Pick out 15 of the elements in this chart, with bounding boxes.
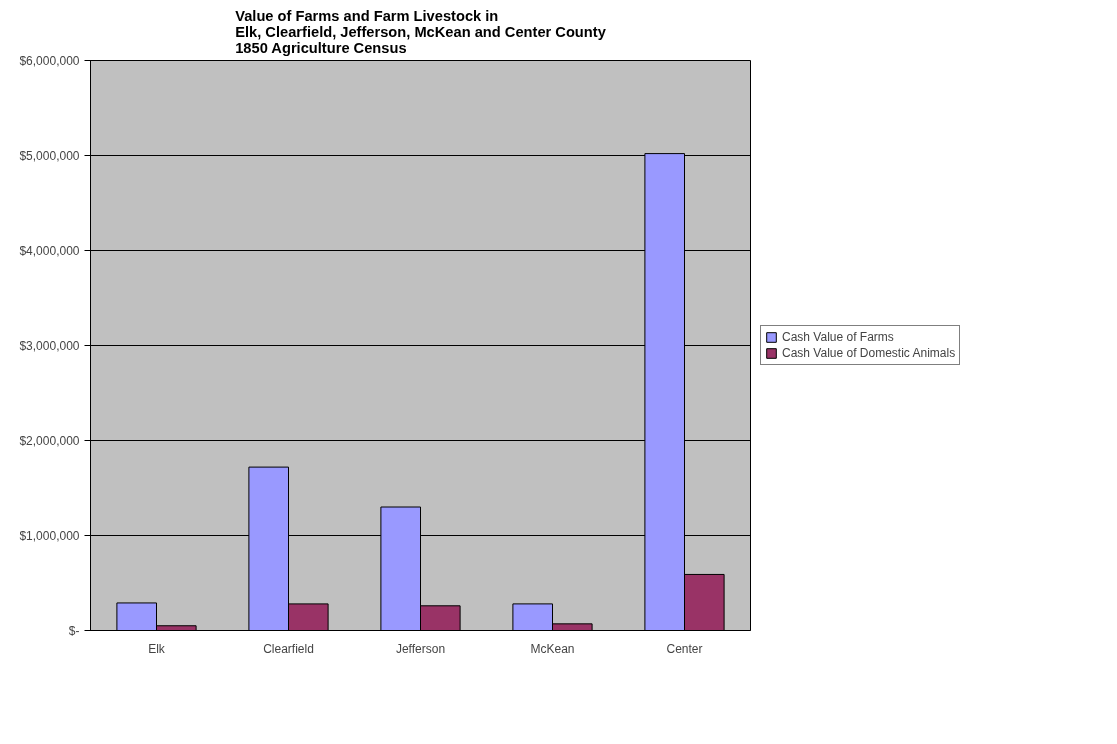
y-tick-label: $5,000,000 <box>19 148 80 163</box>
y-tick-label: $1,000,000 <box>19 528 80 543</box>
chart-title: Value of Farms and Farm Livestock in Elk, Clearfield, Jefferson, McKean and Center County 1850 Agriculture Census <box>235 7 607 56</box>
x-tick-label: McKean <box>530 641 575 656</box>
legend-label: Cash Value of Farms <box>782 330 894 344</box>
y-tick-label: $- <box>68 623 80 638</box>
y-tick-label: $4,000,000 <box>19 243 80 258</box>
x-tick-label: Center <box>666 641 703 656</box>
x-tick-label: Elk <box>148 641 166 656</box>
y-tick-label: $2,000,000 <box>19 433 80 448</box>
y-tick-label: $3,000,000 <box>19 338 80 353</box>
legend-label: Cash Value of Domestic Animals <box>782 346 956 360</box>
y-tick-label: $6,000,000 <box>19 53 80 68</box>
x-tick-label: Jefferson <box>395 641 446 656</box>
x-tick-label: Clearfield <box>263 641 314 656</box>
